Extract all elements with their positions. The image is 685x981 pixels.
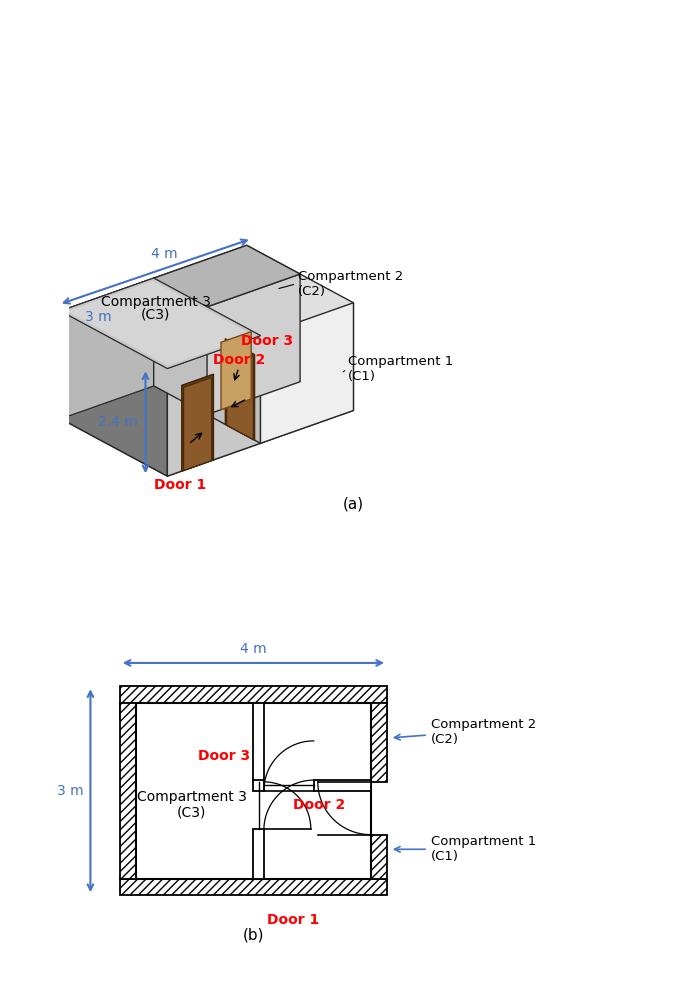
Polygon shape: [207, 274, 300, 415]
Text: (b): (b): [242, 927, 264, 942]
Polygon shape: [260, 303, 353, 443]
Bar: [120, 879, 387, 895]
Polygon shape: [153, 245, 300, 307]
Text: Compartment 2
(C2): Compartment 2 (C2): [431, 718, 536, 747]
Polygon shape: [184, 378, 212, 471]
Bar: [371, 835, 387, 879]
Text: Door 2: Door 2: [214, 352, 266, 367]
Bar: [314, 780, 371, 791]
Polygon shape: [225, 338, 255, 440]
Bar: [136, 702, 371, 879]
Text: Compartment 3
(C3): Compartment 3 (C3): [137, 790, 247, 820]
Text: (a): (a): [343, 496, 364, 511]
Bar: [371, 702, 387, 782]
Polygon shape: [167, 336, 260, 476]
Polygon shape: [227, 342, 253, 439]
Text: Door 3: Door 3: [198, 749, 250, 762]
Text: Door 1: Door 1: [267, 912, 320, 927]
Text: 4 m: 4 m: [240, 642, 266, 656]
Text: 4 m: 4 m: [151, 246, 178, 261]
Bar: [253, 829, 264, 879]
Text: (C3): (C3): [141, 308, 171, 322]
Text: Door 2: Door 2: [293, 799, 345, 812]
Polygon shape: [153, 279, 260, 443]
Text: 2.4 m: 2.4 m: [97, 415, 137, 430]
Bar: [120, 702, 136, 879]
Text: Compartment 1
(C1): Compartment 1 (C1): [348, 355, 453, 384]
Polygon shape: [61, 279, 260, 369]
Polygon shape: [221, 332, 251, 410]
Bar: [120, 702, 387, 719]
Text: Compartment 2
(C2): Compartment 2 (C2): [298, 270, 403, 298]
Polygon shape: [61, 245, 247, 419]
Polygon shape: [61, 311, 167, 476]
Text: Compartment 1
(C1): Compartment 1 (C1): [431, 835, 536, 863]
Bar: [120, 687, 387, 702]
Polygon shape: [61, 353, 353, 476]
Text: Door 1: Door 1: [154, 478, 206, 491]
Polygon shape: [182, 374, 214, 471]
Text: 3 m: 3 m: [57, 784, 84, 798]
Bar: [253, 702, 264, 782]
Polygon shape: [61, 279, 153, 419]
Polygon shape: [67, 281, 254, 366]
Polygon shape: [247, 245, 353, 410]
Polygon shape: [227, 342, 253, 439]
Text: Door 3: Door 3: [240, 334, 292, 348]
Text: Compartment 3: Compartment 3: [101, 295, 211, 309]
Bar: [253, 780, 264, 791]
Text: 3 m: 3 m: [86, 310, 112, 324]
Polygon shape: [61, 279, 260, 369]
